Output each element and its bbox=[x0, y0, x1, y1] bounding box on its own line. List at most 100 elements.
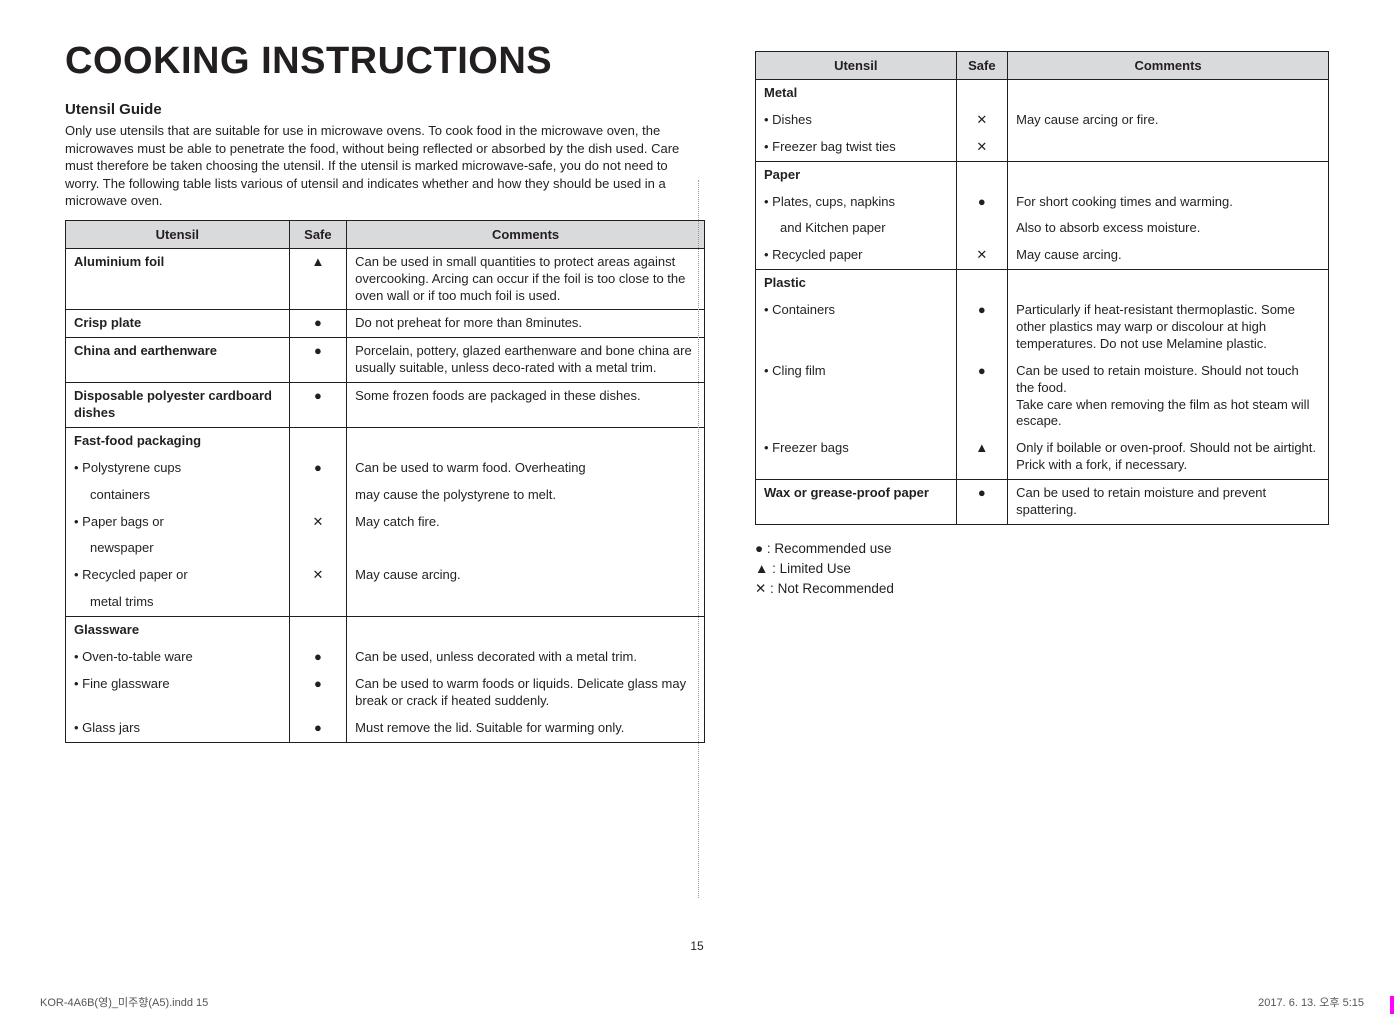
utensil-cell: Aluminium foil bbox=[66, 248, 290, 310]
comment-cell: Can be used to warm food. Overheating bbox=[347, 455, 705, 482]
column-divider bbox=[698, 180, 699, 898]
col-header-utensil: Utensil bbox=[66, 220, 290, 248]
utensil-cell: • Dishes bbox=[756, 107, 957, 134]
comment-cell: Can be used in small quantities to prote… bbox=[347, 248, 705, 310]
safe-cell bbox=[289, 617, 347, 644]
safe-cell bbox=[289, 535, 347, 562]
safe-cell bbox=[289, 589, 347, 616]
table-row: newspaper bbox=[66, 535, 705, 562]
safe-cell: ● bbox=[956, 189, 1008, 216]
table-row: Aluminium foil▲Can be used in small quan… bbox=[66, 248, 705, 310]
utensil-cell: • Containers bbox=[756, 297, 957, 358]
table-row: Disposable polyester cardboard dishes●So… bbox=[66, 383, 705, 428]
table-row: • Paper bags or✕May catch fire. bbox=[66, 509, 705, 536]
safe-cell bbox=[956, 161, 1008, 188]
utensil-cell: • Polystyrene cups bbox=[66, 455, 290, 482]
comment-cell: Must remove the lid. Suitable for warmin… bbox=[347, 715, 705, 742]
safe-cell: ▲ bbox=[956, 435, 1008, 479]
legend-limited: ▲ : Limited Use bbox=[755, 559, 1329, 579]
utensil-cell: Wax or grease-proof paper bbox=[756, 480, 957, 525]
table-row: Wax or grease-proof paper●Can be used to… bbox=[756, 480, 1329, 525]
footer-left: KOR-4A6B(영)_미주향(A5).indd 15 bbox=[40, 994, 208, 1010]
col-header-comments: Comments bbox=[347, 220, 705, 248]
comment-cell: Some frozen foods are packaged in these … bbox=[347, 383, 705, 428]
table-row: Crisp plate●Do not preheat for more than… bbox=[66, 310, 705, 338]
table-row: containersmay cause the polystyrene to m… bbox=[66, 482, 705, 509]
comment-cell: Can be used to retain moisture and preve… bbox=[1008, 480, 1329, 525]
utensil-cell: • Freezer bag twist ties bbox=[756, 134, 957, 161]
utensil-cell: • Plates, cups, napkins bbox=[756, 189, 957, 216]
table-row: metal trims bbox=[66, 589, 705, 616]
comment-cell bbox=[347, 427, 705, 454]
table-row: and Kitchen paperAlso to absorb excess m… bbox=[756, 215, 1329, 242]
safe-cell: ✕ bbox=[956, 242, 1008, 269]
comment-cell: May cause arcing. bbox=[1008, 242, 1329, 269]
safe-cell: ● bbox=[956, 480, 1008, 525]
legend: ● : Recommended use ▲ : Limited Use ✕ : … bbox=[755, 539, 1329, 600]
utensil-cell: • Recycled paper bbox=[756, 242, 957, 269]
comment-cell bbox=[1008, 270, 1329, 297]
comment-cell: For short cooking times and warming. bbox=[1008, 189, 1329, 216]
comment-cell bbox=[347, 535, 705, 562]
safe-cell: ● bbox=[956, 297, 1008, 358]
intro-text: Only use utensils that are suitable for … bbox=[65, 122, 705, 210]
comment-cell: Can be used, unless decorated with a met… bbox=[347, 644, 705, 671]
legend-not-recommended: ✕ : Not Recommended bbox=[755, 579, 1329, 599]
comment-cell: may cause the polystyrene to melt. bbox=[347, 482, 705, 509]
table-row: • Recycled paper✕May cause arcing. bbox=[756, 242, 1329, 269]
crop-mark bbox=[1390, 996, 1394, 1014]
safe-cell: ● bbox=[289, 338, 347, 383]
comment-cell bbox=[1008, 134, 1329, 161]
table-row: Fast-food packaging bbox=[66, 427, 705, 454]
comment-cell: May cause arcing or fire. bbox=[1008, 107, 1329, 134]
table-row: • Freezer bags▲Only if boilable or oven-… bbox=[756, 435, 1329, 479]
right-column: Utensil Safe Comments Metal• Dishes✕May … bbox=[755, 51, 1329, 743]
comment-cell: Can be used to retain moisture. Should n… bbox=[1008, 358, 1329, 436]
table-row: Metal bbox=[756, 80, 1329, 107]
safe-cell: ● bbox=[289, 455, 347, 482]
comment-cell: Only if boilable or oven-proof. Should n… bbox=[1008, 435, 1329, 479]
comment-cell: Do not preheat for more than 8minutes. bbox=[347, 310, 705, 338]
table-row: • Fine glassware●Can be used to warm foo… bbox=[66, 671, 705, 715]
utensil-table-1: Utensil Safe Comments Aluminium foil▲Can… bbox=[65, 220, 705, 743]
table-row: • Polystyrene cups●Can be used to warm f… bbox=[66, 455, 705, 482]
comment-cell bbox=[1008, 80, 1329, 107]
safe-cell bbox=[956, 215, 1008, 242]
legend-recommended: ● : Recommended use bbox=[755, 539, 1329, 559]
utensil-cell: • Cling film bbox=[756, 358, 957, 436]
safe-cell: ● bbox=[956, 358, 1008, 436]
safe-cell: ● bbox=[289, 310, 347, 338]
utensil-table-2: Utensil Safe Comments Metal• Dishes✕May … bbox=[755, 51, 1329, 525]
safe-cell: ● bbox=[289, 715, 347, 742]
safe-cell: ▲ bbox=[289, 248, 347, 310]
table-row: • Cling film●Can be used to retain moist… bbox=[756, 358, 1329, 436]
utensil-cell: Disposable polyester cardboard dishes bbox=[66, 383, 290, 428]
table-row: • Recycled paper or✕May cause arcing. bbox=[66, 562, 705, 589]
safe-cell bbox=[956, 80, 1008, 107]
table-row: • Glass jars●Must remove the lid. Suitab… bbox=[66, 715, 705, 742]
section-subtitle: Utensil Guide bbox=[65, 101, 705, 118]
utensil-cell: newspaper bbox=[66, 535, 290, 562]
comment-cell: Porcelain, pottery, glazed earthenware a… bbox=[347, 338, 705, 383]
table-row: Glassware bbox=[66, 617, 705, 644]
safe-cell: ● bbox=[289, 383, 347, 428]
table-row: China and earthenware●Porcelain, pottery… bbox=[66, 338, 705, 383]
table-row: • Containers●Particularly if heat-resist… bbox=[756, 297, 1329, 358]
utensil-cell: metal trims bbox=[66, 589, 290, 616]
utensil-cell: and Kitchen paper bbox=[756, 215, 957, 242]
safe-cell: ● bbox=[289, 644, 347, 671]
utensil-cell: • Glass jars bbox=[66, 715, 290, 742]
comment-cell bbox=[1008, 161, 1329, 188]
utensil-cell: • Oven-to-table ware bbox=[66, 644, 290, 671]
page-number: 15 bbox=[690, 939, 703, 953]
footer-right: 2017. 6. 13. 오후 5:15 bbox=[1258, 994, 1364, 1010]
comment-cell: Can be used to warm foods or liquids. De… bbox=[347, 671, 705, 715]
utensil-cell: Plastic bbox=[756, 270, 957, 297]
utensil-cell: China and earthenware bbox=[66, 338, 290, 383]
utensil-cell: • Freezer bags bbox=[756, 435, 957, 479]
utensil-cell: Metal bbox=[756, 80, 957, 107]
col-header-safe: Safe bbox=[289, 220, 347, 248]
safe-cell bbox=[289, 427, 347, 454]
table-row: Paper bbox=[756, 161, 1329, 188]
safe-cell: ✕ bbox=[289, 509, 347, 536]
